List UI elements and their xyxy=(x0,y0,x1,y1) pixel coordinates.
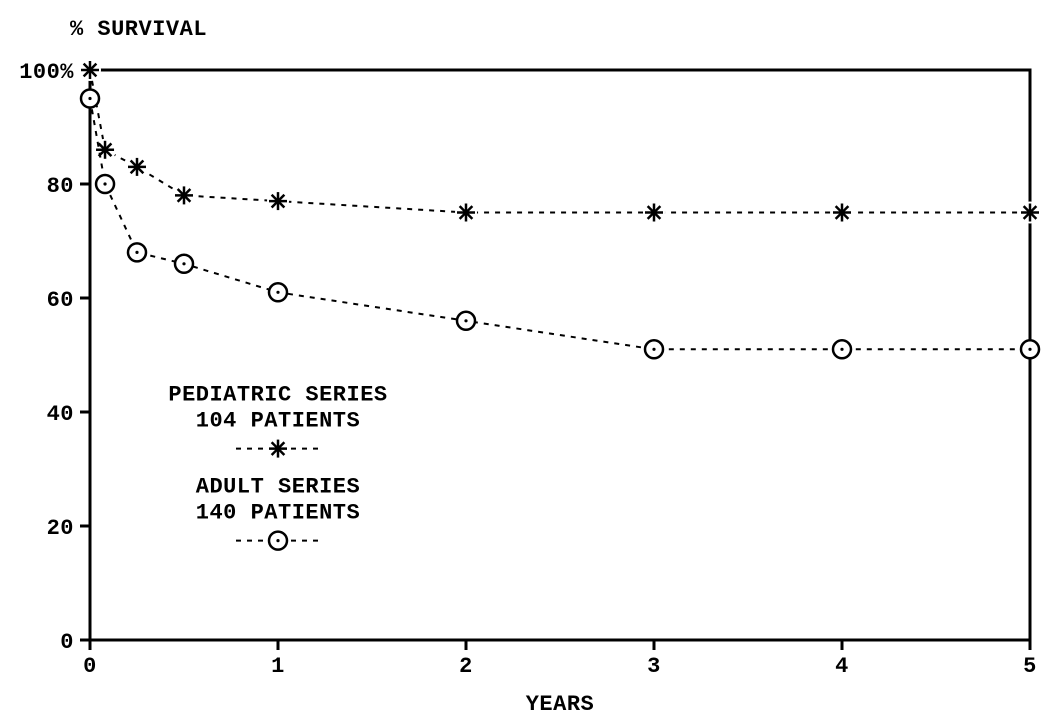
asterisk-marker-icon xyxy=(81,61,99,79)
x-tick-label: 2 xyxy=(459,654,473,679)
x-tick-label: 5 xyxy=(1023,654,1037,679)
x-tick-label: 4 xyxy=(835,654,849,679)
asterisk-marker-icon xyxy=(175,186,193,204)
y-tick-label: 0 xyxy=(60,630,74,655)
legend-text: 140 PATIENTS xyxy=(196,501,360,526)
legend-text: ADULT SERIES xyxy=(196,475,360,500)
asterisk-marker-icon xyxy=(833,204,851,222)
asterisk-marker-icon xyxy=(457,204,475,222)
x-tick-label: 1 xyxy=(271,654,285,679)
y-tick-label: 20 xyxy=(47,516,74,541)
asterisk-marker-icon xyxy=(269,192,287,210)
x-axis-label: YEARS xyxy=(526,692,595,717)
y-tick-label: 80 xyxy=(47,174,74,199)
asterisk-marker-icon xyxy=(128,158,146,176)
asterisk-marker-icon xyxy=(269,440,287,458)
asterisk-marker-icon xyxy=(645,204,663,222)
asterisk-marker-icon xyxy=(1021,204,1039,222)
y-tick-label: 100% xyxy=(19,60,74,85)
x-tick-label: 0 xyxy=(83,654,97,679)
chart-title: % SURVIVAL xyxy=(70,17,207,42)
x-tick-label: 3 xyxy=(647,654,661,679)
survival-chart: % SURVIVAL 0 20 40 60 80 100% 0 1 2 3 4 5 YEARS PEDIAT… xyxy=(0,0,1050,721)
y-tick-label: 40 xyxy=(47,402,74,427)
legend-text: 104 PATIENTS xyxy=(196,409,360,434)
y-tick-label: 60 xyxy=(47,288,74,313)
legend-text: PEDIATRIC SERIES xyxy=(168,383,387,408)
